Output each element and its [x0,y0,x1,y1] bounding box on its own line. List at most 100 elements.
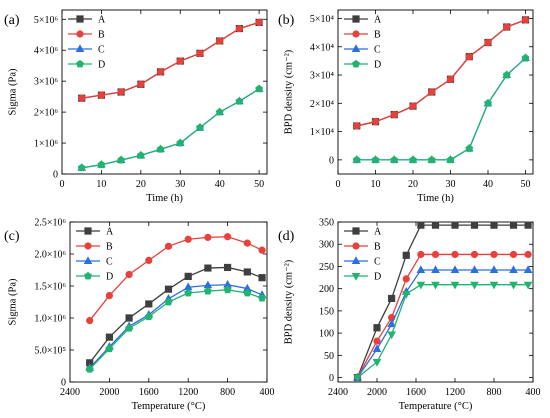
y-tick-label: 1.0×10⁶ [34,314,66,325]
x-tick-label: 10 [96,179,106,190]
data-point [431,250,440,259]
data-point [502,70,511,79]
legend-label: D [374,60,381,71]
y-tick-label: 4×10⁶ [34,46,59,57]
data-point [204,233,212,241]
data-point [105,292,113,300]
chart-panel-b: 0 10 20 30 40 50 0 1×10⁴ 2×10⁴ 3×10⁴ 4×10⁴ 5×10⁴ Tim… [278,9,534,204]
y-tick-label: 100 [319,329,334,340]
legend-marker [83,256,93,264]
series-C [77,84,264,171]
data-point [451,250,459,259]
x-tick-label: 1200 [445,387,465,398]
data-point [255,18,263,26]
data-point [490,221,498,229]
y-tick-label: 1.5×10⁶ [34,282,66,293]
data-point [524,250,532,259]
legend-label: D [106,272,113,283]
data-point [224,233,232,241]
series-D [353,281,533,383]
data-point [255,84,264,93]
series-line [81,21,260,99]
data-point [203,286,212,295]
data-point [97,91,106,99]
legend-label: C [374,257,381,268]
chart-panel-a: 0 10 20 30 40 50 0 1×10⁶ 2×10⁶ 3×10⁶ 4×10⁶ 5×10⁶ Tim… [4,9,268,204]
data-point [117,155,126,164]
data-point [402,251,410,259]
data-point [258,274,266,282]
data-point [387,319,396,328]
legend-label: A [98,15,106,26]
series-line [89,236,263,321]
legend-marker [84,271,92,280]
data-point [353,374,362,383]
plot-frame [337,9,534,175]
legend-marker [76,15,84,23]
series-B [353,16,530,130]
legend-marker [351,256,361,264]
series-line [89,266,263,364]
data-point [184,272,192,280]
data-point [431,265,440,273]
y-tick-label: 0 [329,155,334,166]
data-point [144,312,153,321]
data-point [484,38,492,47]
y-tick-label: 2.5×10⁶ [34,218,66,229]
data-point [371,118,380,126]
y-tick-label: 0 [329,373,334,384]
data-point [509,250,518,259]
series-line [356,19,526,127]
panel-label: (d) [278,229,295,244]
data-point [117,88,125,96]
data-point [243,268,251,276]
data-point [371,155,380,164]
series-C [353,265,533,381]
x-axis-title: Temperature (°C) [399,401,473,412]
series-D [85,285,267,373]
data-point [78,94,86,102]
data-point [164,297,173,306]
data-point [465,144,474,152]
legend-marker [352,227,360,235]
series-D [77,84,264,172]
legend-label: D [98,60,105,71]
y-axis-title: BPD density (cm⁻²) [284,49,295,134]
x-tick-label: 10 [371,179,381,190]
x-axis-title: Temperature (°C) [132,401,206,412]
y-axis-title: Sigma (Pa) [8,278,19,325]
x-tick-label: 30 [446,179,456,190]
data-point [145,256,153,265]
data-point [145,300,153,308]
panel-label: (a) [4,13,20,28]
data-point [387,331,396,340]
data-point [196,123,204,131]
y-tick-label: 3×10⁴ [310,71,335,82]
y-tick-label: 3×10⁶ [34,77,59,88]
data-point [402,275,410,283]
y-axis-title: BPD density (cm⁻²) [284,259,295,344]
legend-marker [352,59,360,68]
legend-marker [352,242,360,250]
data-point [409,155,417,164]
data-point [450,265,460,273]
x-tick-label: 400 [260,387,275,398]
legend-label: A [374,227,382,238]
series-line [356,19,526,127]
data-point [86,316,94,325]
data-point [409,102,417,110]
legend-marker [351,273,361,281]
data-point [470,265,479,273]
data-point [224,263,232,272]
data-point [509,265,518,273]
data-point [235,97,244,105]
data-point [428,88,436,96]
data-point [184,235,192,243]
data-point [521,53,530,62]
data-point [223,285,232,294]
y-tick-label: 5.0×10⁵ [34,346,66,357]
y-tick-label: 2.0×10⁶ [34,250,66,261]
legend-marker [351,44,361,52]
series-line [356,57,526,161]
legend-marker [352,30,360,38]
